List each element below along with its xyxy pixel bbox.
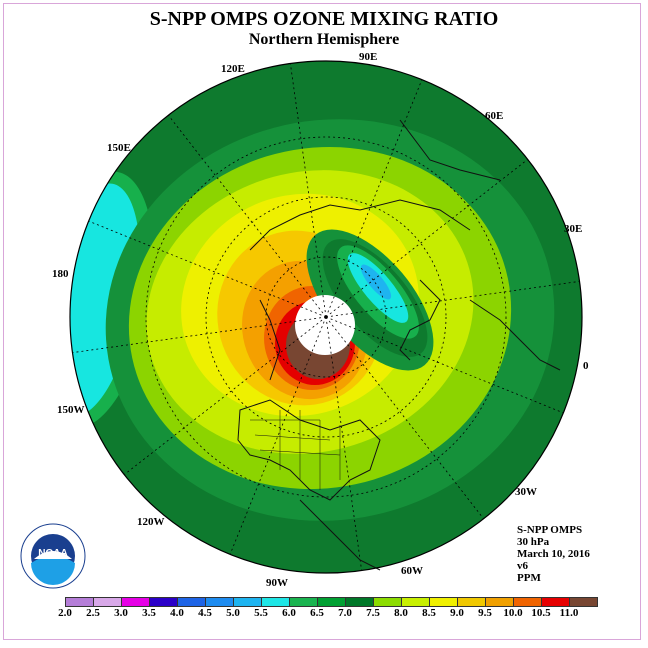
colorbar-swatch <box>429 597 458 607</box>
colorbar-swatch <box>317 597 346 607</box>
lon-label-60w: 60W <box>401 565 423 577</box>
colorbar-tick-label: 10.5 <box>531 607 551 619</box>
colorbar-tick-label: 4.5 <box>198 607 212 619</box>
colorbar-tick-label: 3.0 <box>114 607 128 619</box>
arctic-low-5 <box>360 264 392 300</box>
colorbar-tick-label: 7.0 <box>338 607 352 619</box>
colorbar-swatch <box>513 597 542 607</box>
units-label: PPM <box>517 572 541 584</box>
colorbar-tick-label: 5.0 <box>226 607 240 619</box>
lon-label-180: 180 <box>52 268 69 280</box>
colorbar-tick-label: 11.0 <box>559 607 579 619</box>
colorbar-swatch <box>261 597 290 607</box>
colorbar-swatch <box>65 597 94 607</box>
colorbar-tick-label: 2.0 <box>58 607 72 619</box>
lon-label-90w: 90W <box>266 577 288 589</box>
colorbar-swatch <box>289 597 318 607</box>
map-info: S-NPP OMPS 30 hPa March 10, 2016 v6 PPM <box>517 524 590 584</box>
colorbar-tick-label: 8.5 <box>422 607 436 619</box>
svg-text:NOAA: NOAA <box>38 548 67 559</box>
graticule <box>72 63 580 571</box>
lon-label-150e: 150E <box>107 142 131 154</box>
version-label: v6 <box>517 560 528 572</box>
lon-label-120e: 120E <box>221 63 245 75</box>
instrument-label: S-NPP OMPS <box>517 524 583 536</box>
lon-label-150w: 150W <box>57 404 85 416</box>
map-subtitle: Northern Hemisphere <box>248 31 400 48</box>
lon-label-90e: 90E <box>359 51 378 63</box>
lon-label-60e: 60E <box>485 110 504 122</box>
colorbar-tick-label: 5.5 <box>254 607 268 619</box>
coastlines <box>237 119 561 571</box>
colorbar-tick-label: 7.5 <box>366 607 380 619</box>
level-label: 30 hPa <box>517 536 550 548</box>
colorbar-tick-label: 6.0 <box>282 607 296 619</box>
colorbar-tick-label: 9.5 <box>478 607 492 619</box>
colorbar-swatch <box>457 597 486 607</box>
colorbar-swatch <box>541 597 570 607</box>
colorbar-swatch <box>485 597 514 607</box>
colorbar-swatch <box>121 597 150 607</box>
colorbar-swatch <box>569 597 598 607</box>
colorbar-tick-label: 3.5 <box>142 607 156 619</box>
lon-label-30w: 30W <box>515 486 537 498</box>
colorbar-swatch <box>373 597 402 607</box>
lon-label-0: 0 <box>583 360 589 372</box>
colorbar-tick-label: 9.0 <box>450 607 464 619</box>
colorbar-swatch <box>93 597 122 607</box>
polar-night-area <box>295 295 355 355</box>
figure-frame <box>3 3 641 640</box>
date-label: March 10, 2016 <box>517 548 590 560</box>
colorbar-tick-label: 8.0 <box>394 607 408 619</box>
map-title: S-NPP OMPS OZONE MIXING RATIO <box>149 8 499 30</box>
colorbar-swatch <box>345 597 374 607</box>
colorbar-swatch <box>149 597 178 607</box>
colorbar-swatch <box>233 597 262 607</box>
ozone-field <box>70 61 582 573</box>
us-state-lines <box>250 410 341 490</box>
colorbar-tick-label: 2.5 <box>86 607 100 619</box>
colorbar-tick-label: 10.0 <box>503 607 523 619</box>
lon-label-30e: 30E <box>564 223 583 235</box>
map-boundary <box>69 60 583 574</box>
colorbar <box>65 597 598 607</box>
noaa-logo: NOAA <box>20 523 86 589</box>
colorbar-swatch <box>401 597 430 607</box>
colorbar-swatch <box>177 597 206 607</box>
lon-label-120w: 120W <box>137 516 165 528</box>
colorbar-tick-label: 4.0 <box>170 607 184 619</box>
colorbar-tick-label: 6.5 <box>310 607 324 619</box>
colorbar-swatch <box>205 597 234 607</box>
